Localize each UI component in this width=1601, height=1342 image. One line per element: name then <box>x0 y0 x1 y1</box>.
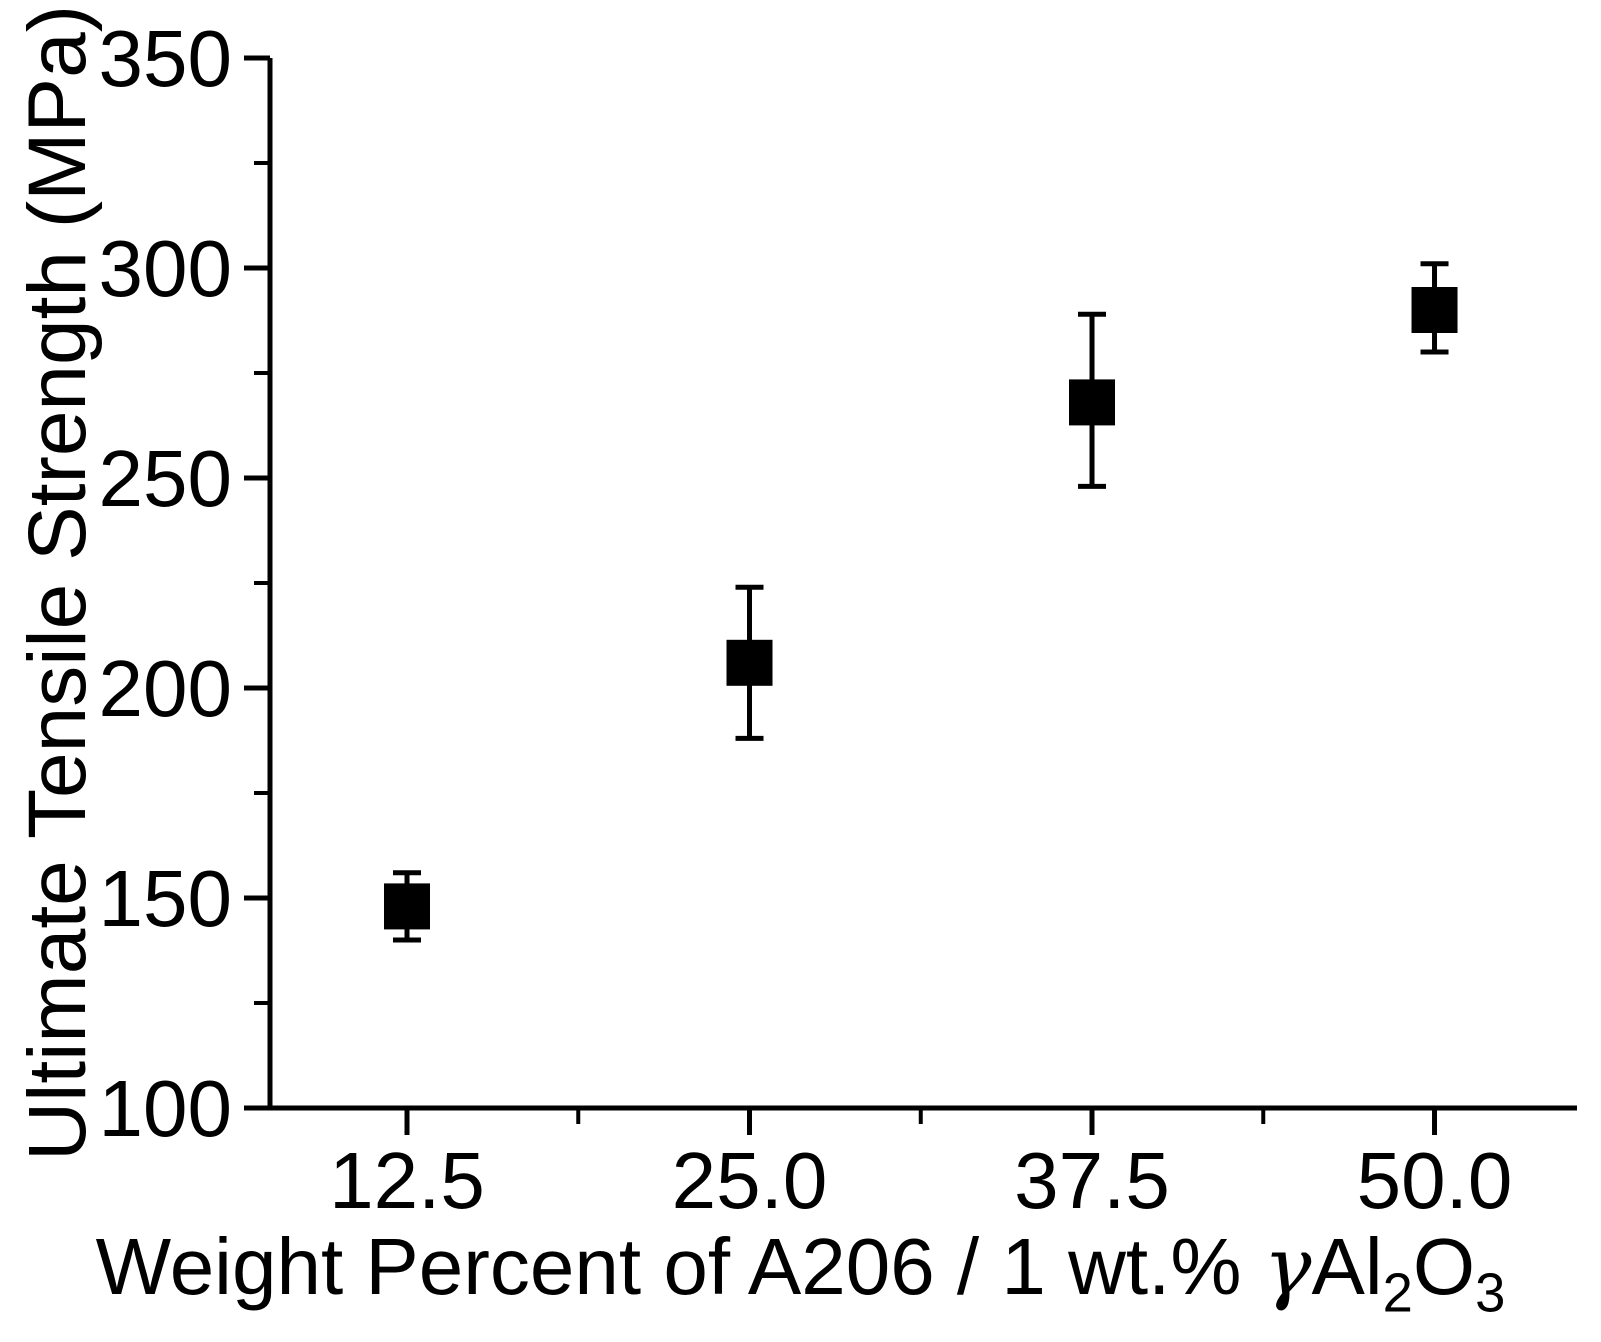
x-tick-label: 37.5 <box>1014 1136 1170 1225</box>
x-axis-title-part: O <box>1412 1222 1476 1311</box>
data-series <box>384 261 1458 943</box>
y-tick-label: 300 <box>99 224 232 313</box>
y-tick-label: 200 <box>99 644 232 733</box>
y-tick-label: 350 <box>99 14 232 103</box>
x-axis-title-part: Al <box>1311 1222 1383 1311</box>
x-tick-label: 50.0 <box>1357 1136 1513 1225</box>
x-tick-label: 25.0 <box>672 1136 828 1225</box>
x-axis: 12.5 25.0 37.5 50.0 <box>329 1108 1512 1225</box>
y-tick-label: 250 <box>99 434 232 523</box>
x-axis-title-part: γ <box>1263 1220 1312 1313</box>
x-axis-title-part: 2 <box>1382 1262 1413 1324</box>
data-point-marker <box>384 883 431 930</box>
x-axis-title-part: Weight Percent of A206 / 1 wt.% <box>95 1222 1264 1311</box>
y-tick-label: 150 <box>99 854 232 943</box>
data-point-marker <box>726 639 773 686</box>
axis-frame <box>267 58 1577 1111</box>
y-axis-title: Ultimate Tensile Strength (MPa) <box>12 4 103 1162</box>
x-tick-label: 12.5 <box>329 1136 485 1225</box>
y-axis: 100 150 200 250 300 350 <box>99 14 270 1153</box>
y-tick-label: 100 <box>99 1064 232 1153</box>
data-point-marker <box>1411 287 1458 333</box>
x-axis-title-part: 3 <box>1475 1262 1506 1324</box>
data-point-marker <box>1069 379 1116 426</box>
x-axis-title: Weight Percent of A206 / 1 wt.% γAl2O3 <box>0 1220 1601 1324</box>
